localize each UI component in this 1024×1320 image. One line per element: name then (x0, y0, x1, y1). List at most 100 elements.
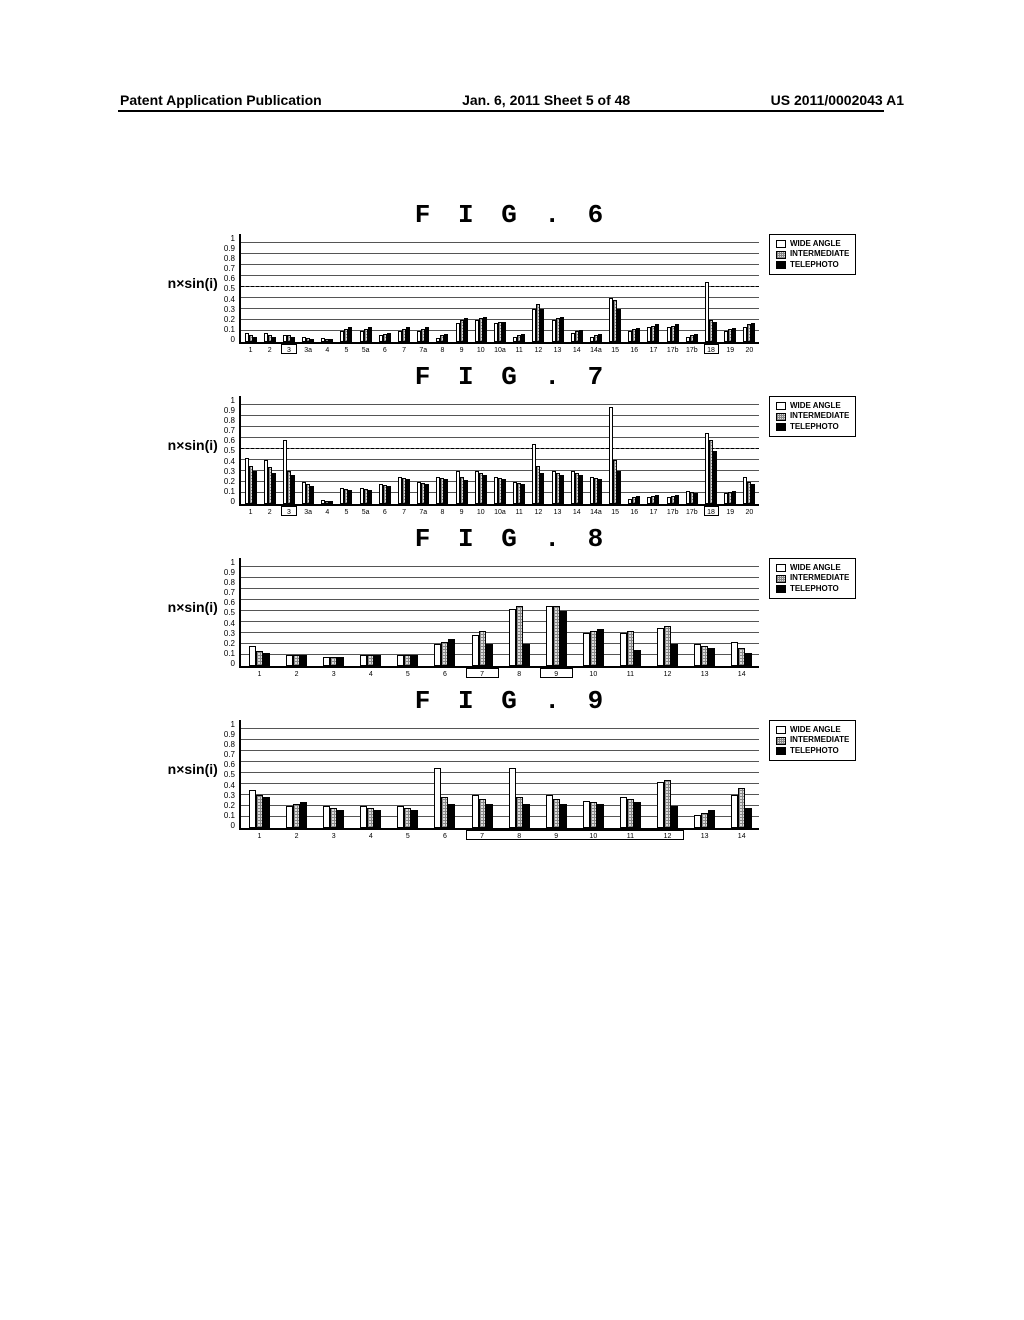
y-tick-label: 0.5 (224, 446, 235, 455)
x-tick-label: 2 (260, 509, 279, 516)
bar-group (375, 396, 394, 504)
x-tick-label: 10a (490, 347, 509, 354)
bar-inter (330, 808, 337, 828)
legend-item: TELEPHOTO (776, 584, 849, 594)
bar-group (721, 234, 740, 342)
bar-group (606, 234, 625, 342)
bar-group (414, 396, 433, 504)
bar-tele (253, 337, 257, 343)
bar-inter (516, 797, 523, 828)
bar-group (575, 720, 612, 828)
x-tick-label: 1 (241, 347, 260, 354)
bar-group (701, 396, 720, 504)
x-tick-label: 11 (510, 509, 529, 516)
bar-group (625, 234, 644, 342)
bar-tele (708, 648, 715, 666)
y-tick-label: 0.5 (224, 284, 235, 293)
bar-tele (560, 317, 564, 342)
x-labels: 1233a455a677a891010a1112131414a15161717b… (241, 509, 759, 516)
x-tick-label: 16 (625, 347, 644, 354)
x-tick-label: 5 (337, 347, 356, 354)
y-tick-label: 0.8 (224, 254, 235, 263)
legend: WIDE ANGLEINTERMEDIATETELEPHOTO (769, 558, 856, 599)
bar-group (663, 234, 682, 342)
legend-swatch (776, 726, 786, 734)
header-center: Jan. 6, 2011 Sheet 5 of 48 (462, 92, 630, 108)
bar-tele (310, 486, 314, 504)
bar-inter (479, 799, 486, 828)
bar-tele (708, 810, 715, 828)
y-axis-label: n×sin(i) (168, 599, 218, 615)
bar-group (501, 558, 538, 666)
legend-item: TELEPHOTO (776, 260, 849, 270)
bar-group (612, 720, 649, 828)
bar-inter (553, 799, 560, 828)
legend-swatch (776, 402, 786, 410)
bar-wide (323, 657, 330, 666)
legend-swatch (776, 251, 786, 259)
bar-tele (425, 484, 429, 504)
bar-tele (732, 328, 736, 342)
x-tick-label: 3 (315, 671, 352, 678)
bar-wide (286, 655, 293, 666)
x-tick-label: 7a (414, 509, 433, 516)
x-tick-label: 12 (649, 671, 686, 678)
bar-group (686, 558, 723, 666)
bar-group (337, 396, 356, 504)
bar-tele (745, 653, 752, 666)
bar-group (278, 720, 315, 828)
y-tick-label: 0 (230, 335, 234, 344)
legend-item: WIDE ANGLE (776, 239, 849, 249)
bar-wide (657, 782, 664, 828)
x-tick-label: 2 (278, 833, 315, 840)
y-tick-label: 0.2 (224, 477, 235, 486)
x-labels: 1233a455a677a891010a1112131414a15161717b… (241, 347, 759, 354)
bar-tele (348, 327, 352, 342)
bar-inter (738, 648, 745, 666)
bar-tele (337, 810, 344, 828)
header-divider (118, 110, 884, 112)
bar-tele (486, 804, 493, 828)
bar-group (389, 720, 426, 828)
bar-inter (627, 631, 634, 666)
bar-group (740, 234, 759, 342)
bar-tele (560, 804, 567, 828)
x-tick-label: 14 (723, 671, 760, 678)
y-tick-label: 0.8 (224, 740, 235, 749)
bar-inter (404, 808, 411, 828)
legend-item: TELEPHOTO (776, 422, 849, 432)
y-tick-label: 0.4 (224, 457, 235, 466)
bar-group (686, 720, 723, 828)
bar-tele (597, 629, 604, 666)
bar-group (278, 558, 315, 666)
bar-tele (694, 334, 698, 342)
x-highlight-box (281, 506, 296, 516)
bar-tele (387, 486, 391, 504)
bar-inter (404, 655, 411, 666)
x-tick-label: 8 (501, 671, 538, 678)
bar-inter (441, 642, 448, 666)
x-tick-label: 1 (241, 509, 260, 516)
bar-tele (655, 324, 659, 342)
bar-tele (634, 802, 641, 828)
y-tick-label: 0.6 (224, 274, 235, 283)
charts-container: F I G . 6n×sin(i)10.90.80.70.60.50.40.30… (0, 190, 1024, 848)
x-highlight-box (704, 506, 719, 516)
y-tick-label: 0.8 (224, 416, 235, 425)
bar-group (389, 558, 426, 666)
bar-group (682, 396, 701, 504)
bar-group (352, 720, 389, 828)
y-tick-label: 0.3 (224, 791, 235, 800)
figure-block: F I G . 7n×sin(i)10.90.80.70.60.50.40.30… (132, 362, 892, 506)
y-tick-label: 0.7 (224, 750, 235, 759)
legend-item: INTERMEDIATE (776, 249, 849, 259)
y-tick-label: 1 (230, 720, 234, 729)
chart-wrap: n×sin(i)10.90.80.70.60.50.40.30.20.10123… (132, 558, 892, 668)
x-tick-label: 4 (352, 833, 389, 840)
x-tick-label: 17 (644, 509, 663, 516)
y-tick-label: 0.3 (224, 467, 235, 476)
bar-group (538, 558, 575, 666)
header-left: Patent Application Publication (120, 92, 322, 108)
bar-tele (444, 479, 448, 504)
y-tick-label: 0.9 (224, 406, 235, 415)
